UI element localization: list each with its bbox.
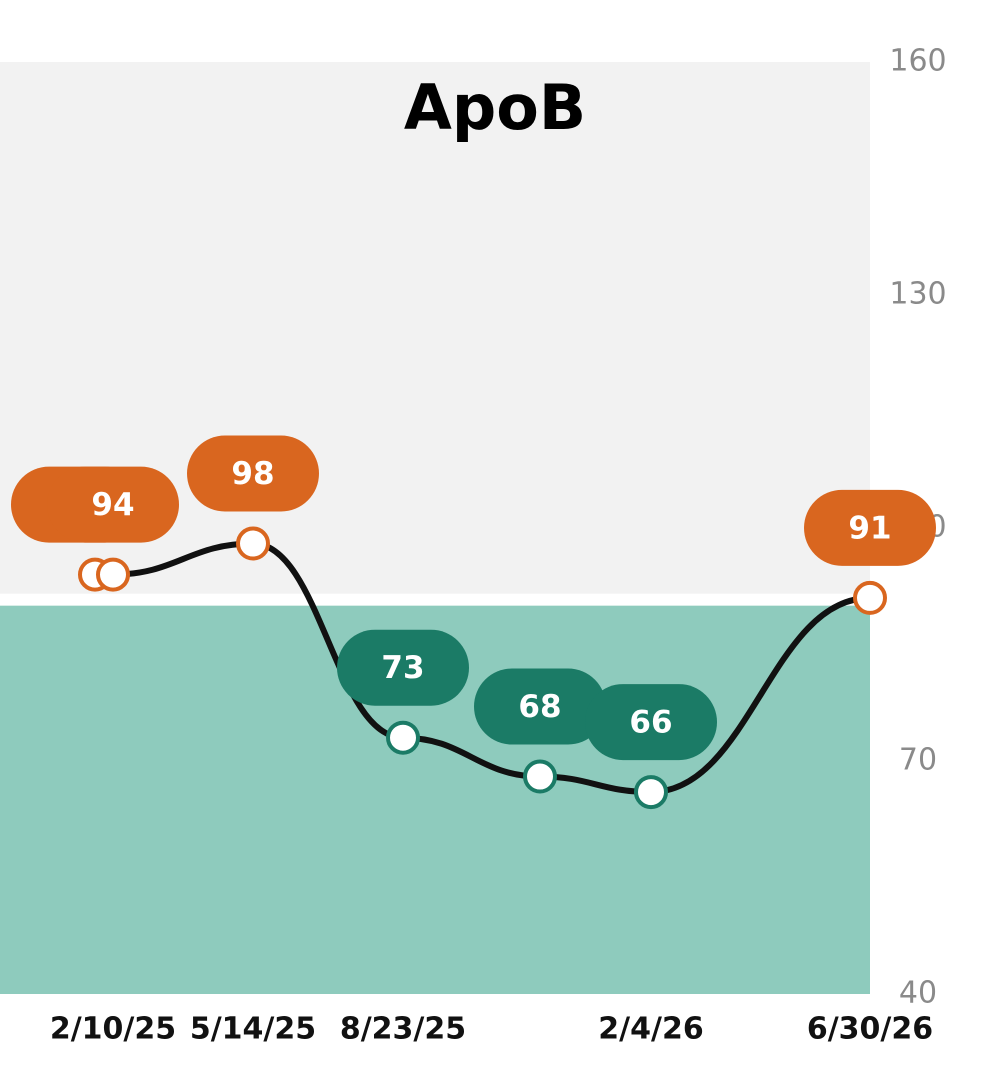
x-tick-label: 5/14/25 (190, 1012, 316, 1047)
y-tick-label: 40 (899, 976, 937, 1011)
value-pill (187, 435, 319, 512)
value-pill (804, 489, 936, 566)
value-label: 66 (629, 705, 672, 741)
value-pill (585, 684, 717, 761)
point (853, 580, 887, 615)
value-label: 98 (231, 456, 274, 492)
point (523, 759, 557, 794)
value-label: 91 (848, 510, 891, 546)
point (236, 526, 270, 561)
y-tick-label: 70 (899, 743, 937, 778)
y-tick-label: 130 (889, 277, 946, 312)
value-label: 73 (381, 650, 424, 686)
point (386, 720, 420, 755)
point (634, 775, 668, 810)
x-tick-label: 8/23/25 (340, 1012, 466, 1047)
value-pill (337, 629, 469, 706)
value-label: 94 (91, 487, 134, 523)
value-pill (47, 466, 179, 543)
chart-title: ApoB (404, 71, 586, 144)
x-tick-label: 2/10/25 (50, 1012, 176, 1047)
value-label: 68 (518, 689, 561, 725)
x-tick-label: 2/4/26 (598, 1012, 703, 1047)
series: 94949873686691 (11, 435, 936, 810)
point (96, 557, 130, 592)
value-pill (474, 668, 606, 745)
y-tick-label: 160 (889, 44, 946, 79)
x-tick-label: 6/30/26 (807, 1012, 933, 1047)
